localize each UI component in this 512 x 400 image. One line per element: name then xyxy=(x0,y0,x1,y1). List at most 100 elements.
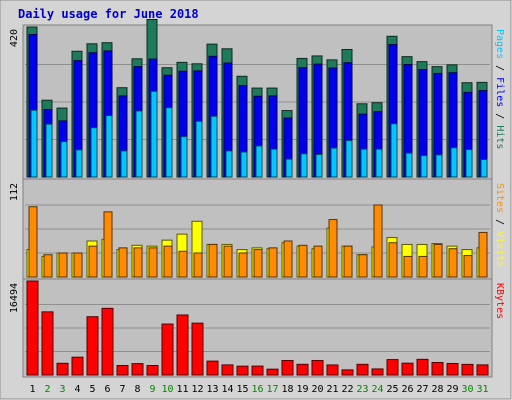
bar-sites-day-26 xyxy=(403,255,413,278)
bar-kbytes-day-31 xyxy=(476,364,489,376)
x-tick-16: 16 xyxy=(251,384,263,395)
x-tick-24: 24 xyxy=(371,384,383,395)
bar-sites-day-7 xyxy=(118,247,128,278)
bar-pages-day-16 xyxy=(255,145,263,178)
bar-pages-day-31 xyxy=(480,159,488,178)
bar-sites-day-12 xyxy=(193,252,203,278)
bar-pages-day-27 xyxy=(420,155,428,178)
bar-sites-day-2 xyxy=(43,254,53,278)
bar-kbytes-day-5 xyxy=(86,316,99,376)
bar-sites-day-15 xyxy=(238,252,248,278)
bar-sites-day-22 xyxy=(343,245,353,278)
bar-sites-day-3 xyxy=(58,252,68,278)
y-max-label: 16494 xyxy=(9,283,20,313)
bar-kbytes-day-22 xyxy=(341,369,354,376)
bar-kbytes-day-10 xyxy=(161,323,174,376)
bar-kbytes-day-21 xyxy=(326,364,339,376)
y-max-label: 420 xyxy=(9,29,20,47)
bar-pages-day-18 xyxy=(285,158,293,178)
x-tick-28: 28 xyxy=(431,384,443,395)
legend-pages: Pages xyxy=(494,29,505,59)
bar-sites-day-4 xyxy=(73,252,83,278)
x-tick-17: 17 xyxy=(266,384,278,395)
bar-pages-day-5 xyxy=(90,127,98,178)
bar-sites-day-14 xyxy=(223,245,233,278)
bar-sites-day-8 xyxy=(133,247,143,278)
bar-sites-day-24 xyxy=(373,204,383,278)
x-tick-5: 5 xyxy=(89,384,95,395)
x-tick-10: 10 xyxy=(161,384,173,395)
bar-pages-day-11 xyxy=(180,136,188,178)
y-max-label: 112 xyxy=(9,183,20,201)
x-tick-15: 15 xyxy=(236,384,248,395)
x-tick-29: 29 xyxy=(446,384,458,395)
x-tick-22: 22 xyxy=(341,384,353,395)
bar-pages-day-29 xyxy=(450,147,458,178)
bar-pages-day-13 xyxy=(210,115,218,178)
bar-kbytes-day-24 xyxy=(371,368,384,376)
x-tick-8: 8 xyxy=(134,384,140,395)
bar-sites-day-25 xyxy=(388,242,398,278)
legend-sites: Sites xyxy=(494,183,505,213)
bar-kbytes-day-16 xyxy=(251,365,264,376)
bar-sites-day-20 xyxy=(313,245,323,278)
bar-kbytes-day-12 xyxy=(191,322,204,376)
bar-pages-day-12 xyxy=(195,120,203,178)
legend-separator: / xyxy=(494,213,505,231)
bars-visits xyxy=(26,204,488,278)
bar-pages-day-10 xyxy=(165,107,173,178)
bar-pages-day-14 xyxy=(225,150,233,178)
bar-sites-day-31 xyxy=(478,231,488,278)
bar-pages-day-15 xyxy=(240,151,248,178)
legend-files: Files xyxy=(494,77,505,107)
bar-sites-day-5 xyxy=(88,245,98,278)
x-tick-14: 14 xyxy=(221,384,233,395)
bars-kbytes xyxy=(26,280,489,376)
bar-sites-day-21 xyxy=(328,219,338,278)
bar-kbytes-day-20 xyxy=(311,359,324,376)
bar-kbytes-day-30 xyxy=(461,363,474,376)
bar-kbytes-day-9 xyxy=(146,365,159,376)
bar-pages-day-9 xyxy=(150,90,158,178)
x-tick-4: 4 xyxy=(74,384,80,395)
bar-kbytes-day-19 xyxy=(296,363,309,376)
x-tick-11: 11 xyxy=(176,384,188,395)
legend-kbytes: KBytes xyxy=(494,283,505,319)
bar-sites-day-29 xyxy=(448,248,458,278)
x-tick-21: 21 xyxy=(326,384,338,395)
legend-hits: Hits xyxy=(494,125,505,149)
x-tick-6: 6 xyxy=(104,384,110,395)
panel-kbytes: 16494 KBytes xyxy=(9,278,505,378)
x-tick-26: 26 xyxy=(401,384,413,395)
bar-sites-day-16 xyxy=(253,249,263,278)
bar-kbytes-day-8 xyxy=(131,363,144,376)
chart-panels: 420 Pages / Files / Hits 112 Sites / Visits… xyxy=(9,19,505,378)
bar-kbytes-day-15 xyxy=(236,365,249,376)
bar-sites-day-10 xyxy=(163,245,173,278)
bar-pages-day-6 xyxy=(105,115,113,178)
bar-sites-day-18 xyxy=(283,240,293,278)
bar-sites-day-6 xyxy=(103,211,113,278)
panel-visits: 112 Sites / Visits xyxy=(9,178,505,280)
bar-kbytes-day-13 xyxy=(206,360,219,376)
bar-sites-day-30 xyxy=(463,255,473,278)
x-tick-25: 25 xyxy=(386,384,398,395)
bar-pages-day-7 xyxy=(120,150,128,178)
chart-title: Daily usage for June 2018 xyxy=(18,7,199,21)
bar-sites-day-11 xyxy=(178,250,188,278)
bar-kbytes-day-4 xyxy=(71,356,84,376)
legend-separator: / xyxy=(494,59,505,77)
bar-pages-day-30 xyxy=(465,149,473,178)
bar-pages-day-8 xyxy=(135,110,143,178)
x-tick-20: 20 xyxy=(311,384,323,395)
bar-kbytes-day-14 xyxy=(221,364,234,376)
bar-pages-day-1 xyxy=(30,109,38,178)
bar-pages-day-22 xyxy=(345,140,353,178)
bar-kbytes-day-29 xyxy=(446,362,459,376)
panel-hits: 420 Pages / Files / Hits xyxy=(9,19,505,180)
bar-kbytes-day-7 xyxy=(116,365,129,376)
bar-kbytes-day-2 xyxy=(41,311,54,376)
bar-pages-day-17 xyxy=(270,148,278,178)
x-tick-13: 13 xyxy=(206,384,218,395)
bar-sites-day-17 xyxy=(268,247,278,278)
